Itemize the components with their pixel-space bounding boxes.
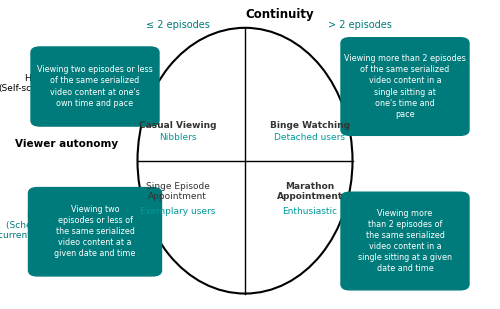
Text: Nibblers: Nibblers (159, 133, 196, 142)
Text: High
(Self-scheduled): High (Self-scheduled) (0, 74, 72, 93)
Text: Binge Watching: Binge Watching (270, 121, 350, 130)
Text: Marathon
Appointment: Marathon Appointment (277, 182, 343, 201)
Text: Low
(Scheduled /
current episode): Low (Scheduled / current episode) (0, 211, 72, 240)
Text: Viewing two episodes or less
of the same serialized
video content at one's
own t: Viewing two episodes or less of the same… (37, 66, 153, 108)
Text: ≤ 2 episodes: ≤ 2 episodes (146, 20, 210, 30)
Text: Enthusiastic: Enthusiastic (282, 207, 338, 216)
FancyBboxPatch shape (28, 188, 162, 276)
Text: Continuity: Continuity (246, 8, 314, 21)
FancyBboxPatch shape (31, 47, 159, 126)
Text: Detached users: Detached users (274, 133, 345, 142)
Text: Casual Viewing: Casual Viewing (139, 121, 216, 130)
Text: Viewing two
episodes or less of
the same serialized
video content at a
given dat: Viewing two episodes or less of the same… (54, 205, 136, 258)
Text: > 2 episodes: > 2 episodes (328, 20, 392, 30)
Text: Viewer autonomy: Viewer autonomy (15, 139, 118, 149)
Text: Singe Episode
Appointment: Singe Episode Appointment (146, 182, 210, 201)
FancyBboxPatch shape (341, 38, 469, 135)
Text: Viewing more
than 2 episodes of
the same serialized
video content in a
single si: Viewing more than 2 episodes of the same… (358, 209, 452, 273)
Text: Exemplary users: Exemplary users (140, 207, 215, 216)
Text: Viewing more than 2 episodes
of the same serialized
video content in a
single si: Viewing more than 2 episodes of the same… (344, 54, 466, 119)
FancyBboxPatch shape (341, 192, 469, 290)
Ellipse shape (138, 28, 352, 294)
